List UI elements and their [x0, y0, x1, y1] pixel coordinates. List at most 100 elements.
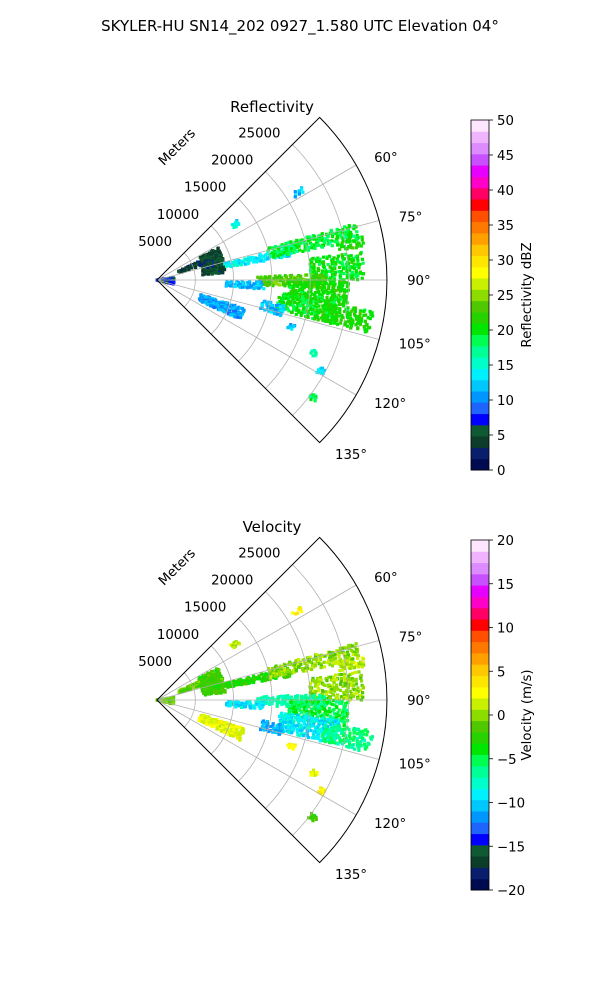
colorbar-swatch [471, 709, 489, 722]
azimuth-tick-label: 120° [374, 817, 406, 832]
colorbar-swatch [471, 153, 489, 166]
echo-region-18 [308, 393, 318, 403]
colorbar-swatch [471, 323, 489, 336]
grid-spoke-4 [156, 279, 357, 396]
colorbar-swatch [471, 664, 489, 676]
colorbar: −20 −15 −10 −5 0 5 10 15 20 [470, 534, 525, 899]
colorbar-swatch [471, 244, 489, 256]
colorbar-swatch [471, 300, 489, 313]
colorbar-swatch [471, 447, 489, 460]
radial-tick-label: 15000 [184, 181, 226, 196]
reflectivity-panel: Reflectivity 5000 10000 15000 20000 25000 60… [138, 98, 535, 479]
panel-title: Velocity [243, 518, 302, 536]
colorbar-swatch [471, 390, 489, 403]
grid-spoke-3 [156, 279, 380, 340]
echo-region-6 [336, 656, 366, 672]
colorbar-swatch [471, 844, 489, 857]
azimuth-tick-label: 75° [399, 630, 423, 645]
colorbar-swatch [471, 641, 489, 654]
colorbar-swatch [471, 856, 489, 868]
colorbar-tick-label: −10 [497, 797, 525, 812]
colorbar-tick-label: 15 [497, 359, 514, 374]
radial-tick-label: 15000 [184, 601, 226, 616]
colorbar-swatch [471, 833, 489, 846]
echo-layer [155, 606, 374, 823]
echo-region-4 [223, 246, 293, 269]
colorbar-tick-label: 30 [497, 254, 514, 269]
colorbar-swatch [471, 765, 489, 778]
colorbar-swatch [471, 199, 489, 211]
colorbar-swatch [471, 731, 489, 744]
echo-region-15 [286, 323, 297, 331]
colorbar-swatch [471, 311, 489, 324]
colorbar-tick-label: −15 [497, 840, 525, 855]
colorbar-swatch [471, 402, 489, 415]
echo-region-12 [320, 724, 374, 752]
colorbar-swatch [471, 187, 489, 200]
colorbar-swatch [471, 176, 489, 189]
colorbar-swatch [471, 165, 489, 177]
echo-region-13 [259, 719, 285, 736]
colorbar-swatch [471, 551, 489, 564]
azimuth-tick-label: 90° [407, 694, 431, 709]
polar-grid [156, 116, 388, 444]
echo-region-7 [308, 250, 366, 282]
colorbar-swatch [471, 573, 489, 586]
colorbar-swatch [471, 131, 489, 144]
colorbar-swatch [471, 799, 489, 812]
colorbar-label: Reflectivity dBZ [520, 242, 535, 347]
echo-region-14 [197, 713, 246, 742]
azimuth-tick-label: 105° [399, 338, 431, 353]
colorbar-swatch [471, 266, 489, 279]
colorbar-swatch [471, 142, 489, 155]
colorbar-tick-label: 0 [497, 464, 505, 479]
radial-axis-label: Meters [156, 126, 199, 169]
echo-region-1 [291, 606, 303, 616]
colorbar-swatch [471, 878, 489, 891]
colorbar-tick-label: 25 [497, 289, 514, 304]
echo-region-2 [198, 246, 227, 277]
azimuth-tick-label: 105° [399, 758, 431, 773]
colorbar-swatch [471, 120, 489, 132]
colorbar-swatch [471, 867, 489, 880]
colorbar-swatch [471, 777, 489, 789]
azimuth-tick-label: 75° [399, 210, 423, 225]
colorbar-label: Velocity (m/s) [520, 669, 535, 760]
colorbar-swatch [471, 379, 489, 392]
panel-title: Reflectivity [230, 98, 314, 116]
colorbar-swatch [471, 562, 489, 575]
echo-region-2 [197, 667, 227, 697]
echo-region-9 [225, 700, 266, 711]
azimuth-tick-labels: 60° 75° 90° 105° 120° 135° [335, 571, 431, 883]
colorbar-swatch [471, 743, 489, 756]
echo-layer [155, 186, 375, 403]
azimuth-tick-label: 60° [374, 151, 398, 166]
colorbar-swatch [471, 357, 489, 369]
colorbar-swatch [471, 232, 489, 245]
echo-region-6 [336, 235, 365, 251]
grid-spoke-4 [156, 699, 357, 816]
figure-title: SKYLER-HU SN14_202 0927_1.580 UTC Elevat… [101, 17, 499, 36]
colorbar-tick-label: 15 [497, 578, 514, 593]
colorbar-swatch [471, 255, 489, 268]
velocity-panel: Velocity 5000 10000 15000 20000 25000 60° 75°… [138, 518, 535, 899]
colorbar-swatch [471, 345, 489, 358]
colorbar-swatch [471, 210, 489, 223]
echo-region-16 [309, 348, 318, 358]
colorbar-swatch [471, 822, 489, 835]
polar-grid [156, 536, 388, 864]
colorbar-swatch [471, 436, 489, 448]
colorbar-swatch [471, 607, 489, 620]
echo-region-3 [177, 260, 202, 274]
radial-tick-label: 10000 [157, 208, 199, 223]
grid-spoke-3 [156, 699, 380, 760]
colorbar-tick-label: 10 [497, 622, 514, 637]
echo-region-0 [230, 219, 241, 230]
colorbar-swatch [471, 540, 489, 552]
colorbar-swatch [471, 368, 489, 381]
echo-region-15 [286, 742, 297, 751]
azimuth-tick-label: 90° [407, 274, 431, 289]
colorbar-tick-label: −20 [497, 884, 525, 899]
echo-region-17 [317, 786, 327, 797]
